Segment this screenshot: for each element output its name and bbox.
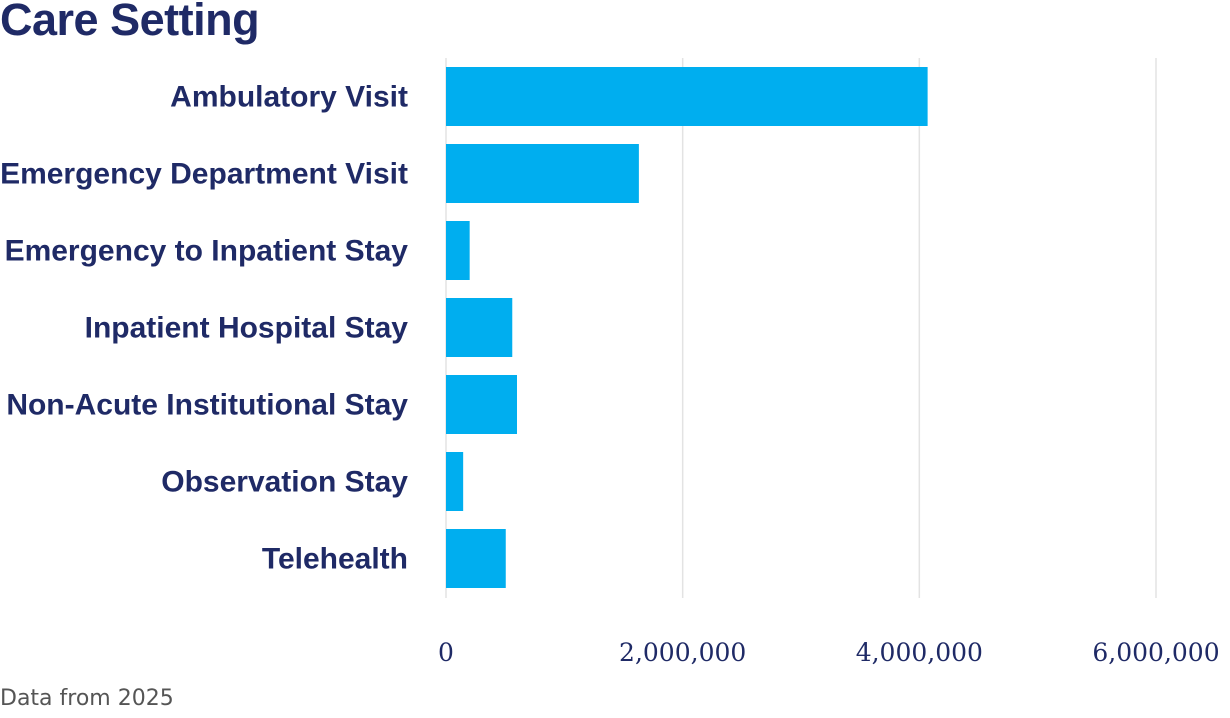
x-tick-label: 2,000,000 bbox=[619, 638, 746, 667]
bars bbox=[446, 67, 928, 588]
category-label: Observation Stay bbox=[161, 466, 408, 499]
bar bbox=[446, 298, 513, 357]
bar bbox=[446, 452, 464, 511]
x-tick-label: 0 bbox=[438, 638, 454, 667]
chart-title: Care Setting bbox=[0, 0, 260, 45]
bar bbox=[446, 221, 470, 280]
category-label: Inpatient Hospital Stay bbox=[85, 312, 409, 345]
category-label: Emergency to Inpatient Stay bbox=[5, 235, 409, 268]
footnote: Data from 2025 bbox=[0, 686, 174, 711]
x-tick-label: 4,000,000 bbox=[856, 638, 983, 667]
category-label: Telehealth bbox=[262, 543, 408, 576]
bar bbox=[446, 144, 639, 203]
category-label: Ambulatory Visit bbox=[170, 81, 408, 114]
bar bbox=[446, 375, 517, 434]
bar bbox=[446, 529, 506, 588]
category-label: Emergency Department Visit bbox=[0, 158, 408, 191]
category-label: Non-Acute Institutional Stay bbox=[6, 389, 408, 422]
category-labels: Ambulatory Visit Emergency Department Vis… bbox=[0, 81, 408, 576]
bar bbox=[446, 67, 928, 126]
x-axis-tick-labels: 0 2,000,000 4,000,000 6,000,000 bbox=[438, 638, 1220, 667]
x-tick-label: 6,000,000 bbox=[1092, 638, 1219, 667]
gridlines bbox=[445, 58, 1157, 598]
